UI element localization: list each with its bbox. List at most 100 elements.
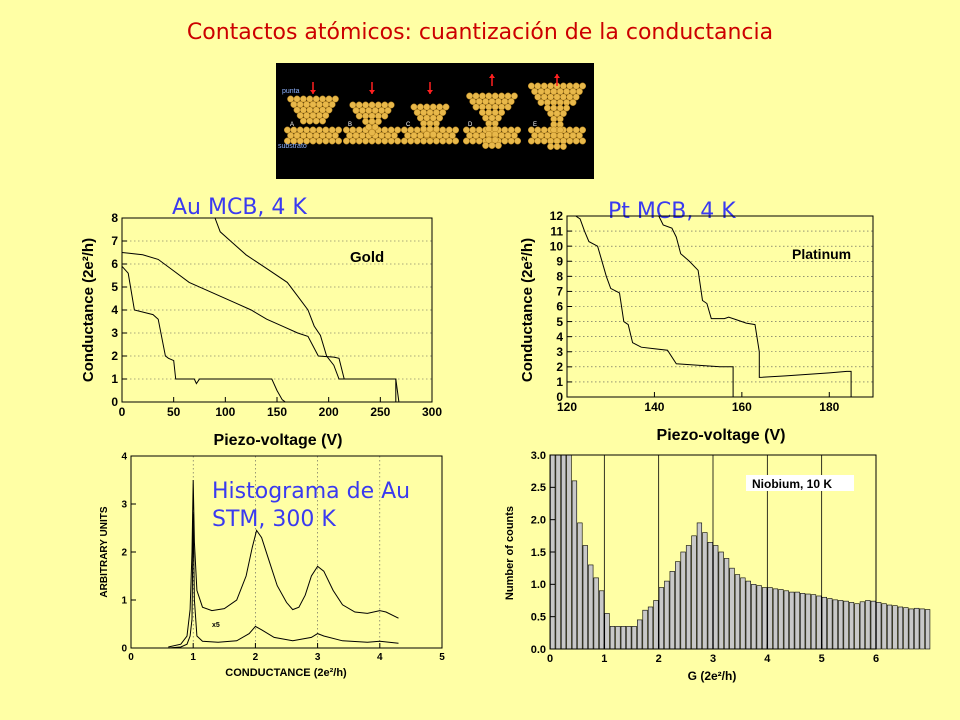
nb-bar: [637, 619, 643, 650]
gold-series-1: [214, 217, 400, 403]
pt-ytick-label: 8: [556, 270, 563, 284]
nb-bar: [718, 551, 724, 650]
pt-xtick-label: 120: [557, 400, 577, 414]
nb-bar: [653, 600, 659, 650]
gold-ytick-label: 2: [111, 349, 118, 363]
nb-bar: [843, 600, 849, 650]
gold-xtick-label: 300: [422, 405, 442, 419]
nb-bar: [886, 604, 893, 650]
nb-bar: [598, 590, 605, 650]
gold-xtick-label: 0: [119, 405, 126, 419]
auh-annotation: x5: [212, 622, 220, 629]
nb-bar: [620, 626, 626, 650]
nb-bar: [631, 626, 637, 650]
auh-ytick-label: 2: [121, 548, 127, 559]
nb-ylabel: Number of counts: [504, 506, 516, 600]
gold-xtick-label: 200: [319, 405, 339, 419]
nb-bar: [555, 454, 561, 650]
nb-annotation: Niobium, 10 K: [752, 477, 832, 491]
nb-bar: [713, 545, 719, 650]
nb-xtick-label: 5: [819, 653, 825, 665]
auh-xlabel: CONDUCTANCE (2e²/h): [225, 667, 347, 679]
nb-bar: [805, 593, 811, 650]
nb-bar: [800, 593, 806, 650]
nb-bar: [903, 607, 909, 650]
nb-bar: [827, 598, 833, 650]
nb-xtick-label: 0: [547, 653, 553, 665]
nb-ytick-label: 0.0: [531, 644, 546, 656]
auh-series-0: [168, 479, 399, 648]
nb-bar: [560, 454, 567, 650]
nb-bar: [772, 588, 779, 650]
nb-bar: [740, 577, 746, 650]
nb-bar: [876, 602, 882, 650]
pt-ytick-label: 5: [556, 315, 563, 329]
pt-xtick-label: 180: [819, 400, 839, 414]
caption-au-mcb: Au MCB, 4 K: [172, 195, 307, 220]
gold-ytick-label: 7: [111, 234, 118, 248]
gold-ytick-label: 8: [111, 211, 118, 225]
nb-bar: [702, 532, 708, 650]
nb-bar: [794, 591, 800, 650]
nb-bar: [604, 613, 610, 650]
auh-ytick-label: 4: [121, 452, 127, 463]
pt-ytick-label: 1: [556, 375, 563, 389]
gold-xtick-label: 100: [215, 405, 235, 419]
nb-bar: [838, 600, 844, 650]
gold-ytick-label: 1: [111, 372, 118, 386]
nb-bar: [734, 574, 741, 650]
gold-series-0: [121, 252, 397, 402]
nb-bar: [729, 567, 735, 650]
nb-bar: [593, 577, 599, 650]
nb-bar: [626, 626, 632, 650]
pt-ytick-label: 12: [550, 209, 564, 223]
caption-pt-mcb: Pt MCB, 4 K: [608, 199, 736, 224]
auh-xtick-label: 5: [439, 652, 445, 663]
auh-ytick-label: 1: [121, 596, 127, 607]
nb-bar: [745, 580, 751, 650]
gold-ylabel: Conductance (2e²/h): [80, 238, 97, 382]
nb-bar: [577, 522, 583, 650]
pt-ylabel: Conductance (2e²/h): [519, 238, 536, 382]
gold-ytick-label: 4: [111, 303, 118, 317]
caption-hist-au-line1: Histograma de Au: [212, 479, 411, 504]
auh-ytick-label: 3: [121, 500, 127, 511]
nb-bar: [854, 603, 860, 650]
nb-bar: [582, 545, 588, 650]
nb-ytick-label: 2.5: [531, 482, 546, 494]
auh-xtick-label: 3: [315, 652, 321, 663]
page-title: Contactos atómicos: cuantización de la c…: [186, 20, 774, 45]
gold-ytick-label: 5: [111, 280, 118, 294]
pt-ytick-label: 9: [556, 254, 563, 268]
gold-series-2: [121, 265, 286, 403]
nb-bar: [588, 564, 594, 650]
nb-bar: [658, 587, 664, 650]
pt-ytick-label: 10: [550, 239, 564, 253]
auh-ytick-label: 0: [121, 644, 127, 655]
nb-bar: [870, 600, 876, 650]
nb-bar: [914, 607, 920, 650]
nb-bar: [810, 594, 817, 650]
gold-ytick-label: 6: [111, 257, 118, 271]
nb-bar: [767, 587, 773, 650]
pt-series-1: [658, 215, 852, 397]
nb-xtick-label: 1: [601, 653, 607, 665]
nb-ytick-label: 3.0: [531, 450, 546, 462]
auh-xtick-label: 1: [190, 652, 196, 663]
pt-xtick-label: 160: [732, 400, 752, 414]
nb-bar: [723, 558, 730, 650]
pt-ytick-label: 2: [556, 360, 563, 374]
nb-bar: [848, 602, 855, 650]
pt-ytick-label: 3: [556, 345, 563, 359]
nb-xlabel: G (2e²/h): [688, 669, 737, 683]
nb-bar: [761, 587, 768, 650]
nb-bar: [707, 541, 713, 650]
nb-bar: [789, 591, 795, 650]
nb-xtick-label: 3: [710, 653, 716, 665]
nb-bar: [832, 599, 838, 650]
nb-bar: [675, 561, 681, 650]
nb-bar: [897, 606, 904, 650]
